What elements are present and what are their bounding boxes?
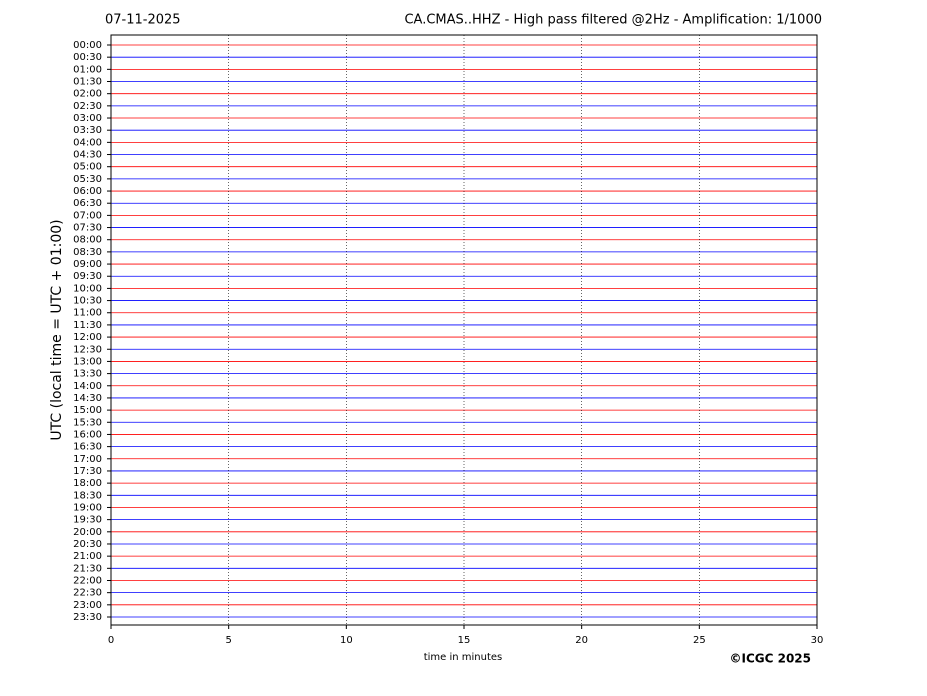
y-tick-label: 09:00 [73, 259, 102, 270]
y-tick-label: 08:30 [73, 247, 102, 258]
y-tick-label: 00:30 [73, 52, 102, 63]
x-tick-label: 25 [693, 635, 706, 646]
y-tick-label: 10:30 [73, 296, 102, 307]
y-tick-label: 18:00 [73, 478, 102, 489]
y-tick-label: 14:00 [73, 381, 102, 392]
y-tick-label: 14:30 [73, 393, 102, 404]
y-tick-label: 16:00 [73, 429, 102, 440]
y-tick-label: 20:30 [73, 539, 102, 550]
y-tick-label: 23:00 [73, 600, 102, 611]
y-tick-label: 13:00 [73, 356, 102, 367]
x-tick-label: 20 [575, 635, 588, 646]
y-tick-label: 13:30 [73, 369, 102, 380]
y-tick-label: 19:30 [73, 515, 102, 526]
y-tick-label: 12:00 [73, 332, 102, 343]
y-tick-label: 12:30 [73, 344, 102, 355]
y-tick-label: 21:30 [73, 563, 102, 574]
y-tick-label: 10:00 [73, 283, 102, 294]
y-tick-label: 22:00 [73, 575, 102, 586]
y-tick-label: 11:00 [73, 308, 102, 319]
x-axis-label: time in minutes [424, 652, 503, 663]
y-tick-label: 01:00 [73, 64, 102, 75]
x-tick-label: 5 [225, 635, 231, 646]
y-tick-label: 22:30 [73, 588, 102, 599]
y-tick-label: 04:00 [73, 137, 102, 148]
y-tick-label: 08:00 [73, 235, 102, 246]
y-tick-label: 09:30 [73, 271, 102, 282]
y-tick-label: 11:30 [73, 320, 102, 331]
chart-date: 07-11-2025 [105, 13, 181, 28]
y-tick-label: 21:00 [73, 551, 102, 562]
y-axis-label: UTC (local time = UTC + 01:00) [49, 219, 65, 440]
y-tick-label: 01:30 [73, 77, 102, 88]
y-tick-label: 15:00 [73, 405, 102, 416]
y-tick-label: 20:00 [73, 527, 102, 538]
y-tick-label: 02:00 [73, 89, 102, 100]
plot-frame [110, 34, 818, 626]
y-tick-label: 07:00 [73, 210, 102, 221]
y-tick-label: 06:30 [73, 198, 102, 209]
y-tick-label: 17:00 [73, 454, 102, 465]
x-tick-label: 15 [458, 635, 471, 646]
x-tick-label: 30 [811, 635, 824, 646]
x-tick-label: 10 [340, 635, 353, 646]
y-tick-label: 05:30 [73, 174, 102, 185]
y-tick-label: 04:30 [73, 150, 102, 161]
chart-title: CA.CMAS..HHZ - High pass filtered @2Hz -… [404, 13, 822, 28]
y-tick-label: 19:00 [73, 502, 102, 513]
y-tick-label: 15:30 [73, 417, 102, 428]
y-tick-label: 18:30 [73, 490, 102, 501]
y-tick-label: 16:30 [73, 442, 102, 453]
y-tick-label: 07:30 [73, 223, 102, 234]
y-tick-label: 03:30 [73, 125, 102, 136]
credit: ©ICGC 2025 [729, 652, 811, 666]
y-tick-label: 02:30 [73, 101, 102, 112]
y-tick-label: 17:30 [73, 466, 102, 477]
y-tick-label: 00:00 [73, 40, 102, 51]
y-tick-label: 05:00 [73, 162, 102, 173]
y-tick-label: 23:30 [73, 612, 102, 623]
y-tick-label: 03:00 [73, 113, 102, 124]
x-tick-label: 0 [108, 635, 114, 646]
y-tick-label: 06:00 [73, 186, 102, 197]
